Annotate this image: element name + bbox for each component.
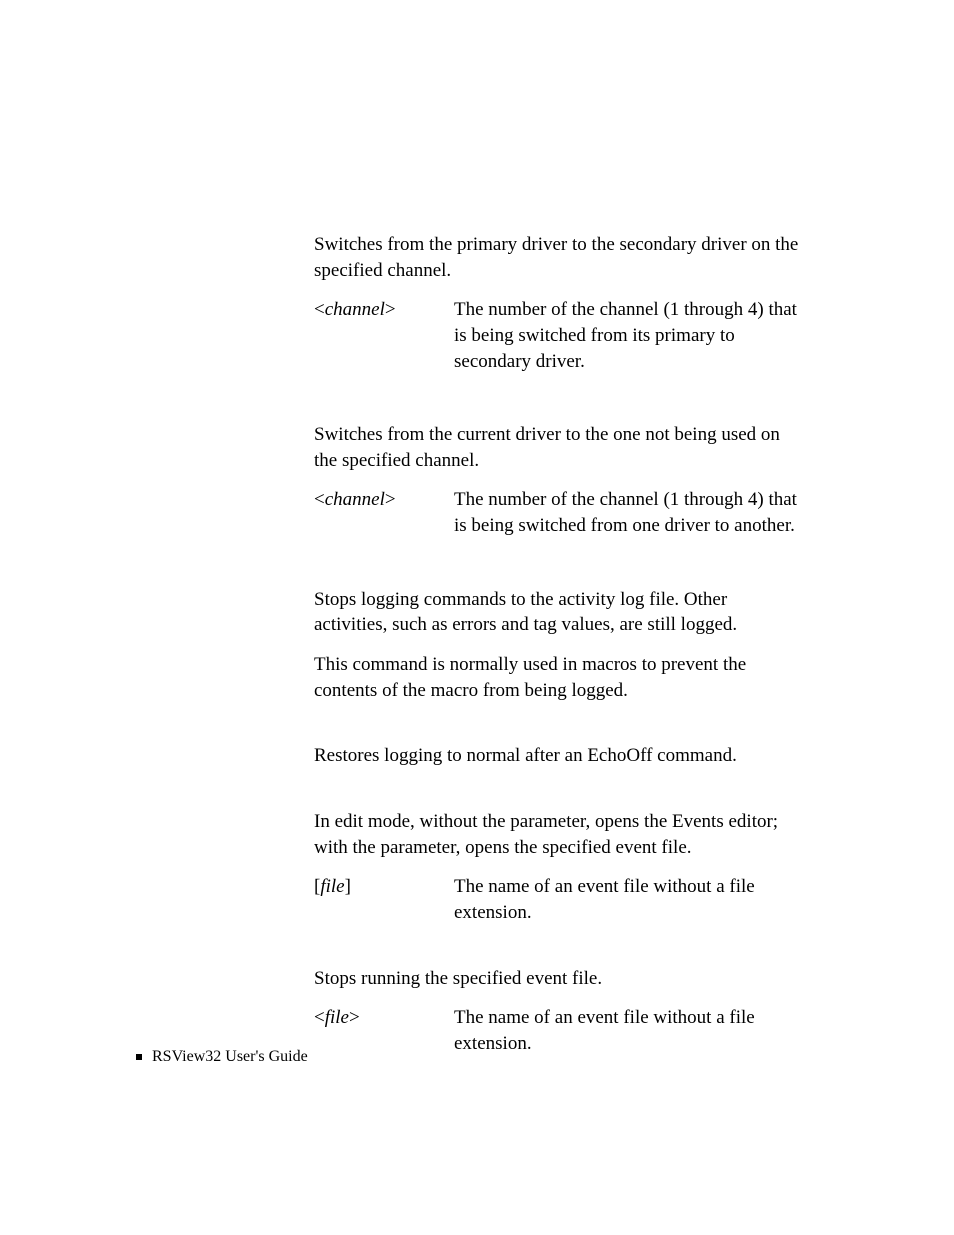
event-off-param-term: <file> [314, 1005, 454, 1056]
section-gap [314, 717, 804, 743]
driver-toggle-intro: Switches from the current driver to the … [314, 422, 804, 473]
page: Switches from the primary driver to the … [0, 0, 954, 1235]
event-edit-param-term: [file] [314, 874, 454, 925]
footer-bullet-icon [136, 1054, 142, 1060]
event-off-intro: Stops running the specified event file. [314, 966, 804, 992]
section-gap [314, 388, 804, 422]
driver-secondary-param-row: <channel> The number of the channel (1 t… [314, 297, 804, 374]
echo-off-para1: Stops logging commands to the activity l… [314, 587, 804, 638]
driver-secondary-param-desc: The number of the channel (1 through 4) … [454, 297, 804, 374]
echo-on-para: Restores logging to normal after an Echo… [314, 743, 804, 769]
page-footer: RSView32 User's Guide [136, 1048, 308, 1066]
event-edit-param-row: [file] The name of an event file without… [314, 874, 804, 925]
event-edit-intro: In edit mode, without the parameter, ope… [314, 809, 804, 860]
driver-secondary-param-term: <channel> [314, 297, 454, 374]
event-off-param-desc: The name of an event file without a file… [454, 1005, 804, 1056]
page-content: Switches from the primary driver to the … [314, 232, 804, 1070]
section-gap [314, 553, 804, 587]
section-gap [314, 940, 804, 966]
driver-toggle-param-row: <channel> The number of the channel (1 t… [314, 487, 804, 538]
event-off-param-row: <file> The name of an event file without… [314, 1005, 804, 1056]
section-gap [314, 783, 804, 809]
driver-toggle-param-term: <channel> [314, 487, 454, 538]
footer-text: RSView32 User's Guide [152, 1048, 308, 1066]
driver-secondary-intro: Switches from the primary driver to the … [314, 232, 804, 283]
driver-toggle-param-desc: The number of the channel (1 through 4) … [454, 487, 804, 538]
event-edit-param-desc: The name of an event file without a file… [454, 874, 804, 925]
echo-off-para2: This command is normally used in macros … [314, 652, 804, 703]
